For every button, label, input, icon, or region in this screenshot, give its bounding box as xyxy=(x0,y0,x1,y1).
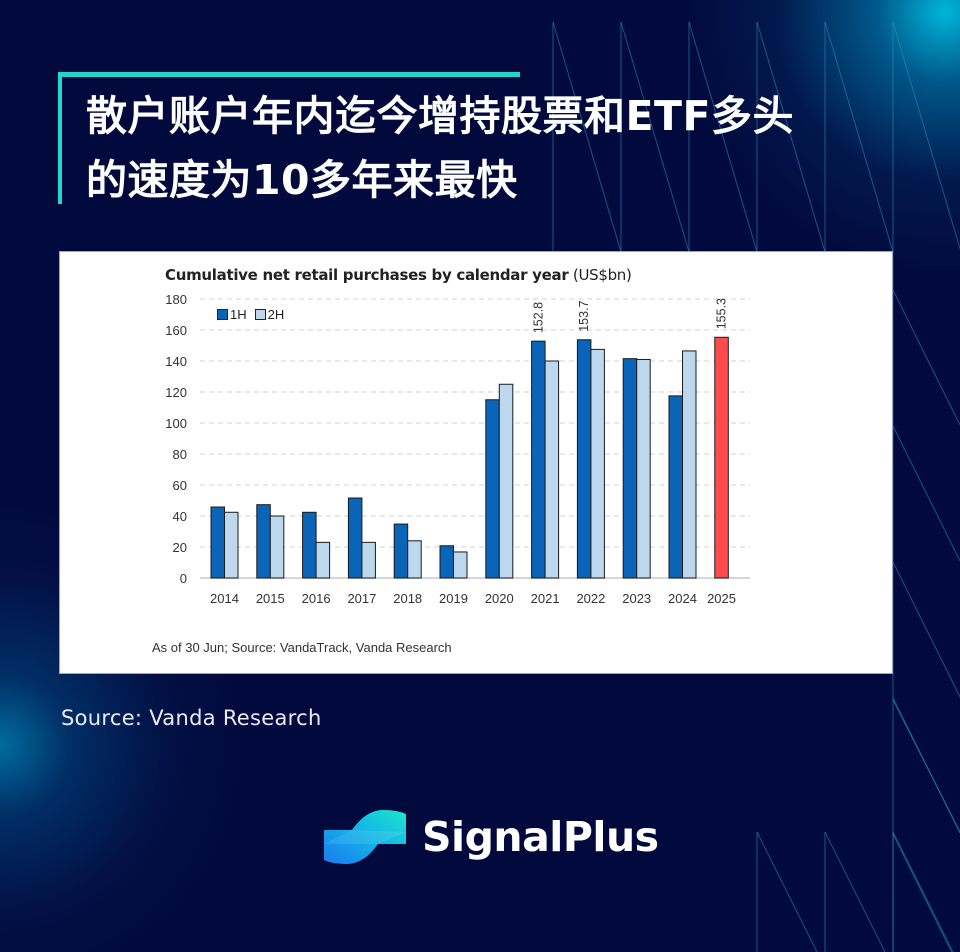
svg-text:140: 140 xyxy=(165,354,187,369)
title-accent-bar-horizontal xyxy=(58,72,520,77)
svg-text:2021: 2021 xyxy=(531,591,560,606)
svg-text:2024: 2024 xyxy=(668,591,697,606)
page-title: 散户账户年内迄今增持股票和ETF多头 的速度为10多年来最快 xyxy=(86,84,906,212)
svg-text:2018: 2018 xyxy=(393,591,422,606)
source-caption: Source: Vanda Research xyxy=(61,706,322,730)
svg-text:0: 0 xyxy=(180,571,187,586)
chart-title-main: Cumulative net retail purchases by calen… xyxy=(165,266,569,284)
svg-text:100: 100 xyxy=(165,416,187,431)
chart-legend: 1H 2H xyxy=(217,307,284,322)
svg-text:2020: 2020 xyxy=(485,591,514,606)
svg-text:2025: 2025 xyxy=(707,591,736,606)
legend-label-2h: 2H xyxy=(267,307,285,322)
chart-card: Cumulative net retail purchases by calen… xyxy=(60,252,892,673)
title-line-2: 的速度为10多年来最快 xyxy=(86,156,518,204)
svg-text:2016: 2016 xyxy=(302,591,331,606)
svg-text:2017: 2017 xyxy=(347,591,376,606)
svg-text:2023: 2023 xyxy=(622,591,651,606)
svg-text:80: 80 xyxy=(173,447,187,462)
svg-text:155.3: 155.3 xyxy=(715,298,729,329)
svg-text:2015: 2015 xyxy=(256,591,285,606)
svg-text:60: 60 xyxy=(173,478,187,493)
svg-text:2014: 2014 xyxy=(210,591,239,606)
svg-text:20: 20 xyxy=(173,540,187,555)
title-accent-bar-vertical xyxy=(58,72,62,204)
svg-text:2022: 2022 xyxy=(576,591,605,606)
svg-text:120: 120 xyxy=(165,385,187,400)
brand-name: SignalPlus xyxy=(422,813,659,861)
chart-footnote: As of 30 Jun; Source: VandaTrack, Vanda … xyxy=(152,640,452,655)
svg-text:2019: 2019 xyxy=(439,591,468,606)
signalplus-wave-logo-icon xyxy=(324,810,406,864)
legend-label-1h: 1H xyxy=(230,307,247,322)
title-line-1: 散户账户年内迄今增持股票和ETF多头 xyxy=(86,92,794,140)
legend-item-1h: 1H xyxy=(217,307,247,322)
svg-text:153.7: 153.7 xyxy=(577,300,591,331)
chart-title: Cumulative net retail purchases by calen… xyxy=(165,266,632,284)
svg-text:152.8: 152.8 xyxy=(531,302,545,333)
legend-swatch-1h xyxy=(217,309,228,320)
legend-item-2h: 2H xyxy=(254,307,285,322)
svg-text:160: 160 xyxy=(165,323,187,338)
svg-text:40: 40 xyxy=(173,509,187,524)
brand-logo: SignalPlus xyxy=(322,806,659,868)
bar-chart: 0 20 40 60 80 100 120 140 160 180 2014 2015 2016 2017… xyxy=(165,292,750,606)
svg-text:180: 180 xyxy=(165,292,187,307)
chart-title-unit: (US$bn) xyxy=(568,266,632,284)
legend-swatch-2h xyxy=(254,309,266,320)
